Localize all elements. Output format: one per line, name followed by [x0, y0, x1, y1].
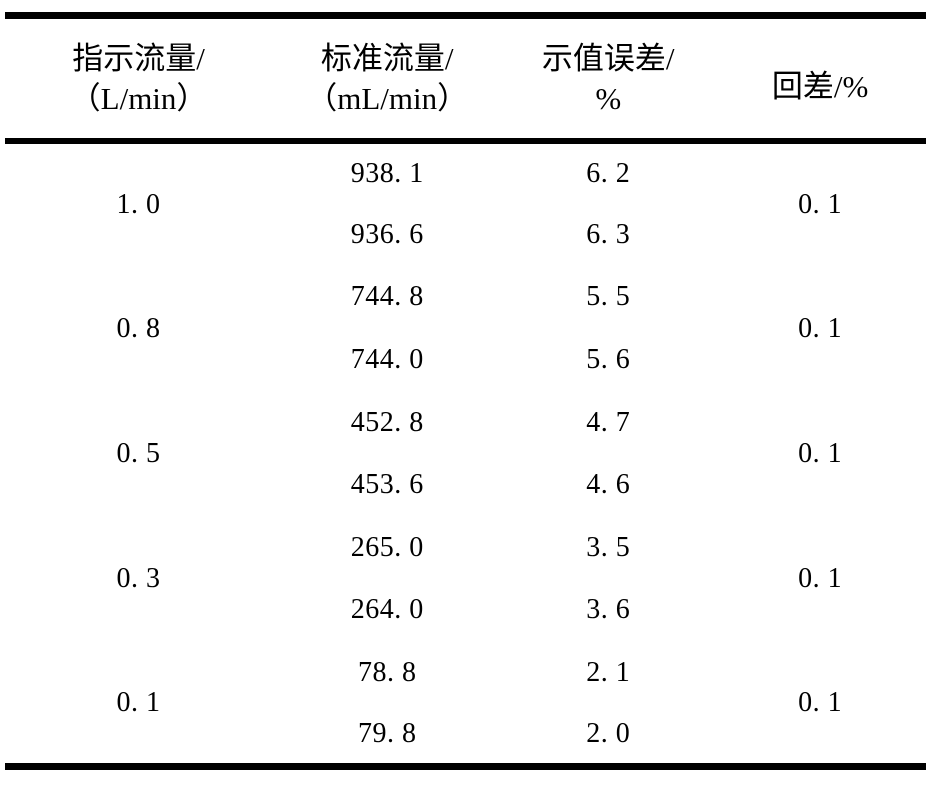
table-row: 0. 1 78. 8 2. 1 0. 1 — [5, 642, 926, 718]
table-row: 1. 0 938. 1 6. 2 0. 1 — [5, 141, 926, 220]
flow-calibration-table: 指示流量/ （L/min） 标准流量/ （mL/min） 示值误差/ % 回差/… — [5, 12, 926, 771]
error-cell: 5. 5 — [586, 281, 631, 313]
indicated-flow-cell: 0. 5 — [116, 437, 161, 469]
hysteresis-cell: 0. 1 — [798, 563, 843, 595]
standard-flow-cell: 936. 6 — [350, 218, 424, 250]
error-cell: 4. 6 — [586, 469, 631, 501]
error-cell: 2. 1 — [586, 657, 631, 689]
table-row: 744. 0 5. 6 — [5, 329, 926, 392]
col-header-standard-flow-unit: （mL/min） — [306, 80, 469, 116]
col-header-indicated-flow-unit: （L/min） — [69, 80, 208, 116]
table-row: 0. 3 265. 0 3. 5 0. 1 — [5, 517, 926, 594]
standard-flow-cell: 264. 0 — [350, 594, 424, 626]
hysteresis-cell: 0. 1 — [798, 686, 843, 718]
standard-flow-cell: 744. 0 — [350, 344, 424, 376]
col-header-indication-error-title: 示值误差/ — [541, 40, 675, 76]
standard-flow-cell: 938. 1 — [350, 157, 424, 189]
standard-flow-cell: 452. 8 — [350, 406, 424, 438]
table-row: 0. 5 452. 8 4. 7 0. 1 — [5, 391, 926, 469]
col-header-indication-error: 示值误差/ % — [502, 15, 715, 144]
col-header-hysteresis-title: 回差/% — [771, 68, 869, 104]
error-cell: 6. 3 — [586, 218, 631, 250]
error-cell: 3. 6 — [586, 594, 631, 626]
error-cell: 6. 2 — [586, 157, 631, 189]
indicated-flow-cell: 0. 3 — [116, 563, 161, 595]
table-header: 指示流量/ （L/min） 标准流量/ （mL/min） 示值误差/ % 回差/… — [5, 15, 926, 144]
col-header-standard-flow-title: 标准流量/ — [320, 40, 454, 76]
table-body: 1. 0 938. 1 6. 2 0. 1 936. 6 6. 3 0. 8 7… — [5, 141, 926, 767]
standard-flow-cell: 79. 8 — [357, 717, 417, 749]
error-cell: 4. 7 — [586, 406, 631, 438]
col-header-indicated-flow: 指示流量/ （L/min） — [5, 15, 273, 144]
standard-flow-cell: 78. 8 — [357, 657, 417, 689]
col-header-hysteresis: 回差/% — [714, 15, 926, 144]
table-row: 79. 8 2. 0 — [5, 704, 926, 767]
standard-flow-cell: 265. 0 — [350, 531, 424, 563]
indicated-flow-cell: 0. 8 — [116, 312, 161, 344]
table-row: 936. 6 6. 3 — [5, 204, 926, 267]
hysteresis-cell: 0. 1 — [798, 437, 843, 469]
hysteresis-cell: 0. 1 — [798, 312, 843, 344]
table-row: 0. 8 744. 8 5. 5 0. 1 — [5, 266, 926, 343]
hysteresis-cell: 0. 1 — [798, 189, 843, 221]
standard-flow-cell: 744. 8 — [350, 281, 424, 313]
indicated-flow-cell: 0. 1 — [116, 686, 161, 718]
col-header-standard-flow: 标准流量/ （mL/min） — [272, 15, 503, 144]
table-row: 264. 0 3. 6 — [5, 579, 926, 642]
col-header-indicated-flow-title: 指示流量/ — [72, 40, 205, 76]
table-row: 453. 6 4. 6 — [5, 454, 926, 517]
error-cell: 5. 6 — [586, 344, 631, 376]
error-cell: 2. 0 — [586, 717, 631, 749]
indicated-flow-cell: 1. 0 — [116, 189, 161, 221]
col-header-indication-error-unit: % — [595, 80, 622, 116]
header-row: 指示流量/ （L/min） 标准流量/ （mL/min） 示值误差/ % 回差/… — [5, 15, 926, 144]
standard-flow-cell: 453. 6 — [350, 469, 424, 501]
error-cell: 3. 5 — [586, 531, 631, 563]
